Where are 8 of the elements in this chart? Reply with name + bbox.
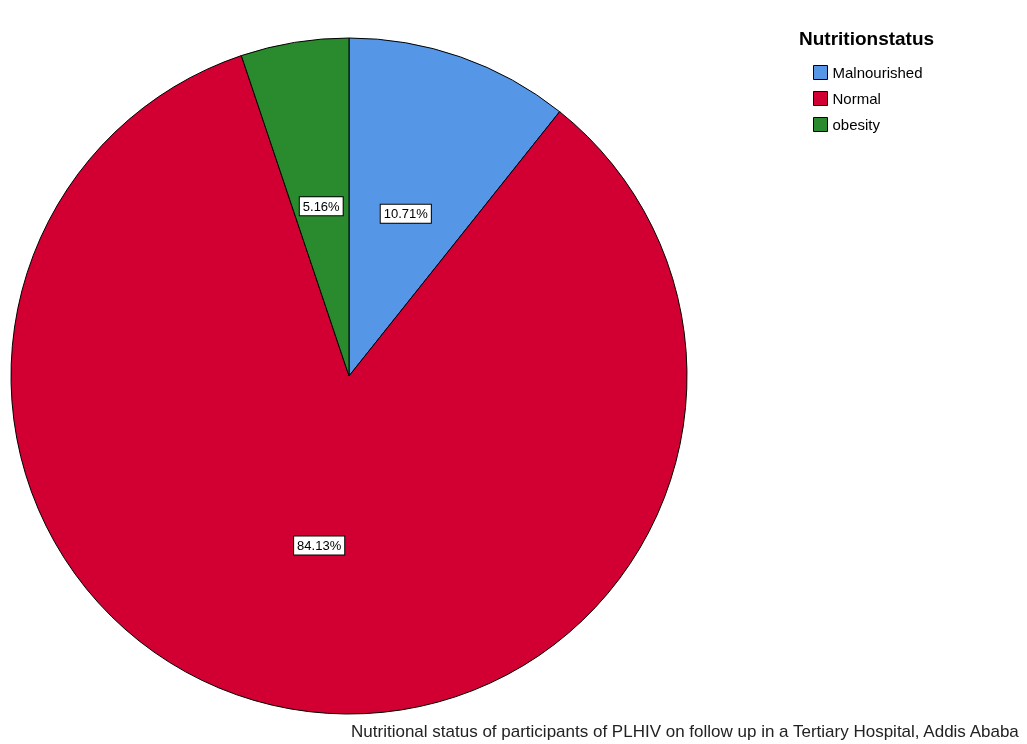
legend-label: Normal [832, 90, 881, 107]
data-label: 10.71% [383, 206, 429, 222]
legend-title: Nutritionstatus [799, 28, 935, 49]
data-label: 84.13% [297, 537, 342, 553]
text: Nutritional status of participants of PLHIV on follow up in a Tertiary Hospital, Addis Ababa [351, 722, 1020, 741]
legend-label: obesity [832, 116, 881, 133]
data-label: 5.16% [302, 198, 341, 214]
legend-label: Malnourished [832, 64, 923, 81]
